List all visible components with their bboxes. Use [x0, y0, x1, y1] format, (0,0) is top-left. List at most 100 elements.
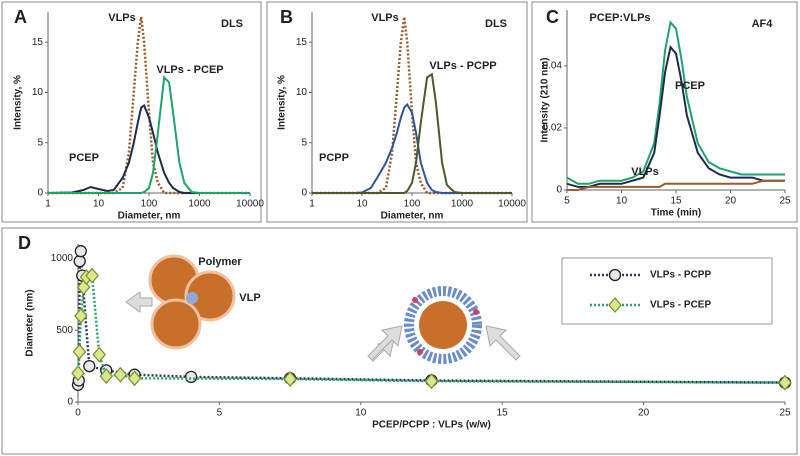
x-tick-label: 5	[564, 196, 570, 207]
series-line	[312, 16, 512, 195]
series-line	[312, 72, 512, 194]
series-label: VLPs - PCPP	[429, 60, 496, 72]
y-tick-label: 5	[37, 137, 43, 148]
legend-marker	[608, 268, 622, 282]
series-line	[566, 45, 785, 188]
legend-marker	[608, 297, 622, 313]
y-axis-label: Diameter (nm)	[25, 289, 36, 356]
annotation: DLS	[485, 18, 507, 30]
series-line	[76, 251, 786, 386]
panel-frame	[1, 1, 262, 223]
x-tick-label: 1	[45, 199, 51, 210]
y-tick-label: 10	[32, 87, 44, 98]
marker	[113, 366, 128, 383]
y-tick-label: 1000	[51, 253, 74, 264]
y-axis-label: Intensity, %	[277, 75, 288, 130]
y-axis-label: Intensity (210 nm)	[540, 57, 551, 142]
marker	[71, 365, 85, 382]
marker	[83, 359, 96, 373]
series-line	[567, 179, 785, 191]
marker	[283, 371, 297, 387]
annotation: DLS	[221, 18, 243, 30]
y-tick-label: 15	[32, 37, 44, 48]
series-label: PCPP	[319, 152, 349, 164]
x-axis-label: Diameter, nm	[118, 211, 181, 222]
x-axis-label: PCEP/PCPP : VLPs (w/w)	[372, 420, 491, 431]
series-label: VLPs	[371, 12, 399, 24]
panel-letter: D	[18, 233, 31, 253]
particle-cluster	[148, 254, 236, 350]
x-tick-label: 10	[93, 199, 105, 210]
series-line	[48, 75, 250, 194]
marker	[127, 370, 142, 387]
panel-frame	[531, 1, 798, 223]
marker	[778, 374, 792, 391]
x-tick-label: 15	[497, 408, 509, 419]
panel-letter: C	[546, 7, 559, 27]
legend-box	[561, 257, 773, 325]
x-tick-label: 1	[309, 199, 315, 210]
marker	[72, 343, 87, 360]
x-tick-label: 1000	[451, 199, 474, 210]
x-tick-label: 25	[779, 196, 791, 207]
marker	[74, 307, 88, 324]
panel-frame	[266, 1, 528, 223]
marker	[74, 245, 87, 258]
legend-label: VLPs - PCPP	[650, 270, 711, 281]
panel-frame	[1, 227, 798, 455]
series-line	[47, 103, 250, 194]
series-label: PCEP	[69, 152, 99, 164]
series-line	[48, 16, 250, 195]
annotation: AF4	[752, 18, 774, 30]
series-label: VLPs	[631, 166, 659, 178]
marker	[424, 373, 439, 390]
x-tick-label: 25	[779, 408, 791, 419]
arrow	[367, 325, 403, 361]
x-tick-label: 5	[217, 408, 223, 419]
x-tick-label: 100	[141, 199, 158, 210]
series-label: VLPs - PCEP	[156, 64, 223, 76]
x-tick-label: 10	[356, 199, 368, 210]
annotation: Polymer	[198, 256, 242, 268]
panel-letter: B	[280, 7, 293, 27]
marker	[85, 267, 99, 284]
coated-particle	[404, 286, 482, 364]
marker	[73, 255, 86, 268]
series-label: VLPs	[108, 12, 136, 24]
legend-label: VLPs - PCEP	[650, 300, 711, 311]
series-label: PCEP:VLPs	[589, 12, 650, 24]
arrow	[125, 291, 153, 313]
panel-letter: A	[14, 7, 27, 27]
y-tick-label: 10	[296, 87, 308, 98]
y-tick-label: 0.02	[543, 123, 563, 134]
x-axis-label: Time (min)	[651, 208, 701, 219]
x-tick-label: 10	[616, 196, 628, 207]
y-tick-label: 15	[296, 37, 308, 48]
x-tick-label: 100	[404, 199, 421, 210]
y-tick-label: 500	[56, 325, 73, 336]
arrow	[485, 325, 521, 361]
y-tick-label: 5	[301, 137, 307, 148]
x-tick-label: 20	[725, 196, 737, 207]
x-tick-label: 10000	[236, 199, 264, 210]
marker	[184, 370, 198, 384]
marker	[99, 368, 114, 385]
y-tick-label: 0	[67, 397, 73, 408]
y-axis-label: Intensity, %	[13, 75, 24, 130]
y-tick-label: 0	[556, 185, 562, 196]
x-tick-label: 1000	[188, 199, 211, 210]
x-tick-label: 20	[638, 408, 650, 419]
series-line	[566, 20, 785, 185]
x-tick-label: 0	[75, 408, 81, 419]
x-tick-label: 10000	[498, 199, 526, 210]
y-tick-label: 0	[37, 188, 43, 199]
annotation: VLP	[239, 292, 260, 304]
x-tick-label: 15	[670, 196, 682, 207]
series-label: PCEP	[675, 80, 705, 92]
y-tick-label: 0.04	[543, 61, 563, 72]
y-tick-label: 0	[301, 188, 307, 199]
x-tick-label: 10	[355, 408, 367, 419]
marker	[92, 346, 107, 363]
